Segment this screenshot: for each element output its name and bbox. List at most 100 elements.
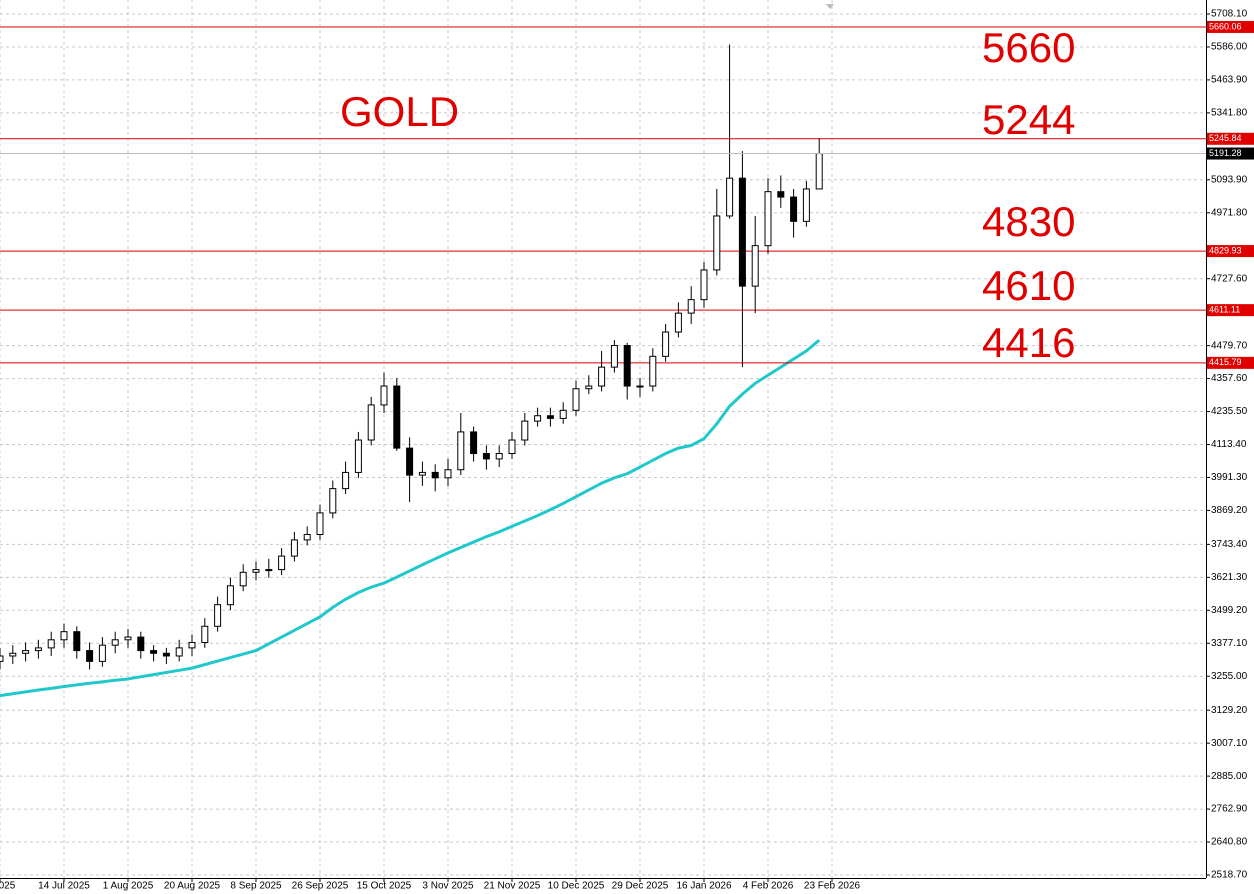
candle-body	[175, 647, 183, 657]
candle-body	[726, 177, 734, 217]
y-tick-label: 2885.00	[1211, 771, 1248, 782]
level-annotation: 5660	[982, 24, 1075, 71]
y-tick-label: 4235.50	[1211, 406, 1248, 417]
candle-body	[150, 650, 158, 654]
candle-body	[636, 385, 644, 388]
y-tick-label: 5708.10	[1211, 9, 1248, 20]
level-label: 4415.79	[1209, 357, 1242, 367]
x-tick-label: 14 Jul 2025	[38, 881, 90, 892]
y-tick-label: 4113.40	[1211, 439, 1247, 450]
candle-body	[687, 299, 695, 314]
y-tick-label: 3621.30	[1211, 572, 1248, 583]
candle-body	[111, 639, 119, 646]
y-tick-label: 4479.70	[1211, 340, 1248, 351]
candle-body	[34, 647, 42, 652]
candle-body	[418, 471, 426, 476]
level-label-box	[1207, 356, 1254, 369]
level-label: 4829.93	[1209, 245, 1242, 255]
candle-body	[73, 631, 81, 652]
y-tick-label: 4727.60	[1211, 273, 1248, 284]
candle-body	[342, 471, 350, 490]
y-tick-label: 3991.30	[1211, 472, 1248, 483]
x-tick-label: 15 Oct 2025	[357, 881, 412, 892]
candle-body	[482, 453, 490, 460]
candle-body	[124, 636, 132, 641]
candle-body	[572, 388, 580, 411]
candle-body	[9, 652, 17, 657]
candle-body	[674, 312, 682, 333]
candle-body	[662, 331, 670, 357]
candle-body	[239, 571, 247, 587]
candle-body	[790, 196, 798, 222]
y-tick-label: 3129.20	[1211, 705, 1248, 716]
candle-body	[265, 569, 273, 572]
candle-body	[137, 636, 145, 652]
candle-body	[521, 420, 529, 441]
level-label: 5660.06	[1209, 21, 1242, 31]
candle-body	[802, 188, 810, 222]
level-label: 5245.84	[1209, 133, 1242, 143]
candle-body	[700, 269, 708, 301]
candle-body	[316, 512, 324, 536]
candle-body	[162, 652, 170, 657]
candle-body	[406, 447, 414, 476]
y-tick-label: 3255.00	[1211, 671, 1248, 682]
candle-body	[214, 604, 222, 627]
y-tick-label: 3007.10	[1211, 738, 1248, 749]
x-tick-label: 21 Nov 2025	[484, 881, 541, 892]
candle-body	[431, 471, 439, 479]
candle-body	[764, 191, 772, 247]
candle-body	[559, 409, 567, 419]
candle-body	[47, 639, 55, 649]
y-tick-label: 2518.70	[1211, 870, 1248, 881]
level-annotation: 5244	[982, 96, 1075, 143]
candle-body	[444, 469, 452, 479]
candle-body	[457, 431, 465, 471]
level-annotation: 4416	[982, 319, 1075, 366]
candle-body	[738, 177, 746, 287]
x-tick-label: 3 Nov 2025	[422, 881, 474, 892]
x-tick-label: 4 Feb 2026	[743, 881, 794, 892]
plot	[0, 26, 1206, 698]
level-label-box	[1207, 132, 1254, 145]
candle-body	[188, 641, 196, 649]
x-tick-label: n 2025	[0, 881, 16, 892]
y-tick-label: 5463.90	[1211, 75, 1248, 86]
grid	[0, 0, 1206, 878]
candle-body	[226, 585, 234, 606]
y-tick-label: 3377.10	[1211, 638, 1248, 649]
shift-marker	[826, 4, 834, 9]
candle-body	[329, 488, 337, 514]
x-tick-label: 1 Aug 2025	[103, 881, 154, 892]
candle-body	[751, 245, 759, 287]
candle-body	[380, 385, 388, 406]
candle-body	[303, 534, 311, 541]
y-tick-label: 3869.20	[1211, 505, 1248, 516]
current-price-label: 5191.28	[1209, 148, 1242, 158]
y-tick-label: 5341.80	[1211, 108, 1248, 119]
candle-body	[610, 345, 618, 368]
candle-body	[290, 539, 298, 557]
level-annotation: 4830	[982, 198, 1075, 245]
y-tick-label: 2762.90	[1211, 804, 1248, 815]
current-price-box	[1207, 147, 1254, 160]
candle-body	[649, 355, 657, 387]
candle-body	[585, 385, 593, 390]
y-tick-label: 4357.60	[1211, 373, 1248, 384]
candle-body	[815, 153, 823, 190]
level-annotation: 4610	[982, 262, 1075, 309]
x-tick-label: 23 Feb 2026	[804, 881, 861, 892]
y-tick-label: 3499.20	[1211, 605, 1248, 616]
y-tick-label: 2640.80	[1211, 837, 1248, 848]
candle-body	[546, 415, 554, 419]
level-label-box	[1207, 304, 1254, 317]
candle-body	[713, 215, 721, 271]
candle-body	[598, 366, 606, 387]
candle-body	[623, 345, 631, 387]
candle-body	[508, 439, 516, 455]
candle-body	[495, 453, 503, 460]
candle-body	[201, 625, 209, 643]
x-tick-label: 20 Aug 2025	[164, 881, 221, 892]
